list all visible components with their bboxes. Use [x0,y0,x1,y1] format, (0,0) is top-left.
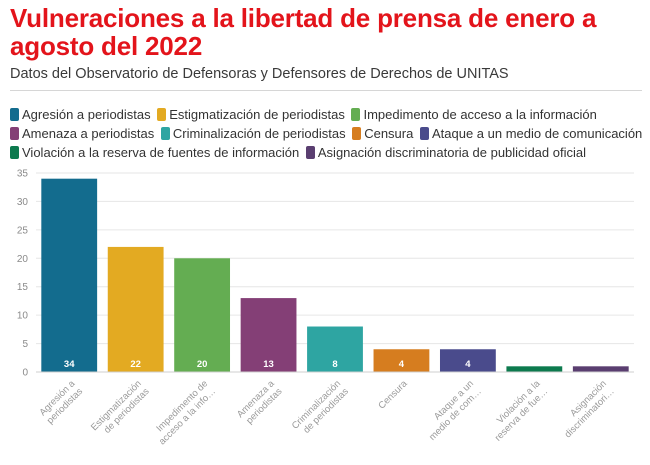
legend-label: Agresión a periodistas [22,107,151,122]
legend-swatch [10,108,19,121]
bar [174,258,231,372]
legend-item[interactable]: Censura [352,124,413,143]
legend-swatch [352,127,362,140]
data-label: 4 [399,359,405,370]
chart-title: Vulneraciones a la libertad de prensa de… [10,3,597,61]
x-tick-label: Estigmatizaciónde periodistas [89,378,152,441]
x-tick-label: Criminalizaciónde periodistas [290,378,351,439]
data-label: 34 [64,359,75,370]
legend-swatch [419,127,429,140]
x-tick-label: Asignacióndiscriminatori… [555,378,617,440]
legend-item[interactable]: Estigmatización de periodistas [157,105,345,124]
bar [107,246,164,372]
bar [506,366,563,372]
legend-item[interactable]: Agresión a periodistas [10,105,151,124]
y-tick-label: 25 [17,225,29,236]
data-label: 22 [130,359,141,370]
legend-label: Asignación discriminatoria de publicidad… [317,145,586,160]
bar [307,326,363,372]
legend-item[interactable]: Violación a la reserva de fuentes de inf… [10,143,299,162]
legend-item[interactable]: Criminalización de periodistas [160,124,346,143]
y-tick-label: 20 [17,254,29,265]
legend-swatch [10,127,19,140]
divider [10,90,642,91]
legend-item[interactable]: Ataque a un medio de comunicación [419,124,643,143]
legend-item[interactable]: Amenaza a periodistas [10,124,154,143]
y-tick-label: 5 [22,339,28,350]
bar [373,349,430,372]
legend-label: Impedimento de acceso a la información [363,107,597,122]
y-tick-label: 0 [22,368,28,379]
y-tick-label: 30 [17,197,29,208]
legend-swatch [157,108,167,121]
x-tick-label: Violación a lareserva de fue… [485,378,551,444]
legend-swatch [351,108,361,121]
x-tick-label: Impedimento deacceso a la info… [149,378,218,447]
legend-label: Amenaza a periodistas [22,126,155,141]
legend-label: Ataque a un medio de comunicación [431,126,643,141]
bar [41,178,98,372]
bar [572,366,629,372]
y-tick-label: 10 [17,311,29,322]
legend-swatch [10,146,19,159]
legend-item[interactable]: Impedimento de acceso a la información [351,105,597,124]
bar [439,349,496,372]
data-label: 8 [332,359,337,370]
data-label: 4 [465,359,471,370]
y-tick-label: 15 [17,282,29,293]
bar [240,298,297,372]
bar-chart: 0 5 10 15 20 25 30 35 34 Agresión aperiodistas 22 E… [17,169,634,447]
legend: Agresión a periodistas Estigmatización d… [10,105,650,162]
x-tick-label: Censura [376,378,410,412]
legend-label: Violación a la reserva de fuentes de inf… [22,145,300,160]
legend-swatch [160,127,170,140]
legend-label: Censura [364,126,414,141]
x-tick-label: Ataque a unmedio de com… [419,378,483,442]
legend-label: Estigmatización de periodistas [169,107,345,122]
legend-swatch [305,146,315,159]
data-label: 13 [263,359,274,370]
legend-row: Agresión a periodistas Estigmatización d… [10,105,650,124]
y-tick-label: 35 [17,169,29,180]
legend-item[interactable]: Asignación discriminatoria de publicidad… [305,143,586,162]
legend-label: Criminalización de periodistas [172,126,346,141]
chart-subtitle: Datos del Observatorio de Defensoras y D… [10,66,509,82]
legend-row: Amenaza a periodistas Criminalización de… [10,124,650,143]
x-tick-label-line: Censura [376,378,410,412]
legend-row: Violación a la reserva de fuentes de inf… [10,143,650,162]
x-tick-label: Agresión aperiodistas [37,378,86,427]
data-label: 20 [197,359,208,370]
x-tick-label: Amenaza aperiodistas [235,378,285,428]
